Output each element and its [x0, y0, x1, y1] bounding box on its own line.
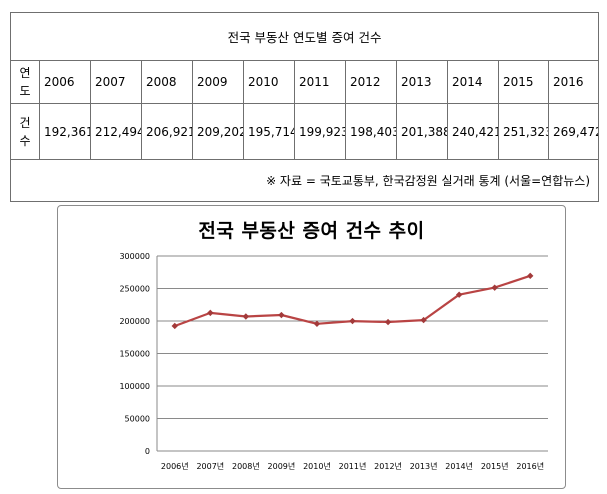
count-cell: 195,714	[243, 103, 295, 160]
y-tick-label: 150000	[119, 350, 150, 359]
x-tick-label: 2006년	[161, 461, 189, 471]
data-point	[527, 272, 534, 280]
data-point	[278, 311, 285, 319]
y-tick-label: 300000	[119, 252, 150, 261]
y-tick-label: 200000	[119, 317, 150, 326]
count-cell: 240,421	[447, 103, 499, 160]
data-point	[313, 320, 321, 327]
year-cell: 2014	[447, 60, 499, 104]
data-point	[455, 291, 463, 298]
x-tick-label: 2015년	[481, 461, 509, 471]
count-cell: 251,323	[498, 103, 549, 160]
source-note: ※ 자료 = 국토교통부, 한국감정원 실거래 통계 (서울=연합뉴스)	[9, 159, 600, 202]
year-cell: 2011	[294, 60, 346, 104]
year-row-header: 연 도	[10, 60, 40, 104]
data-point	[242, 313, 250, 320]
chart-container: 전국 부동산 증여 건수 추이 0 50000 100000 150000 200000…	[57, 205, 566, 489]
count-row-header: 건 수	[10, 103, 40, 160]
year-header-char: 도	[19, 84, 31, 98]
x-tick-label: 2014년	[445, 461, 473, 471]
year-cell: 2009	[192, 60, 244, 104]
count-cell: 199,923	[294, 103, 346, 160]
year-cell: 2015	[498, 60, 549, 104]
table-title: 전국 부동산 연도별 증여 건수	[9, 12, 600, 61]
x-tick-label: 2010년	[303, 461, 331, 471]
count-cell: 198,403	[345, 103, 397, 160]
data-table: 전국 부동산 연도별 증여 건수 연 도 2006 2007 2008 2009 201…	[9, 12, 600, 202]
count-header-char: 수	[19, 133, 31, 148]
year-cell: 2006	[39, 60, 91, 104]
x-tick-label: 2012년	[374, 461, 402, 471]
year-header-char: 연	[19, 66, 31, 80]
x-tick-label: 2007년	[196, 461, 224, 471]
data-point	[207, 309, 214, 317]
y-tick-label: 0	[145, 447, 150, 456]
year-cell: 2012	[345, 60, 397, 104]
x-tick-label: 2016년	[516, 461, 544, 471]
year-cell: 2007	[90, 60, 142, 104]
data-point	[349, 317, 356, 325]
y-tick-label: 250000	[119, 285, 150, 294]
x-tick-label: 2013년	[410, 461, 438, 471]
year-cell: 2013	[396, 60, 448, 104]
year-cell: 2010	[243, 60, 295, 104]
x-tick-label: 2011년	[339, 461, 367, 471]
count-cell: 192,361	[39, 103, 91, 160]
count-cell: 209,202	[192, 103, 244, 160]
count-cell: 269,472	[547, 103, 600, 160]
year-cell: 2008	[141, 60, 193, 104]
data-point	[171, 322, 178, 330]
chart-title: 전국 부동산 증여 건수 추이	[198, 220, 425, 242]
count-header-char: 건	[19, 115, 31, 130]
x-tick-label: 2008년	[232, 461, 260, 471]
year-cell: 2016	[547, 60, 600, 104]
data-point	[491, 284, 498, 291]
x-tick-label: 2009년	[268, 461, 296, 471]
data-point	[384, 318, 392, 326]
line-chart: 0 50000 100000 150000 200000 250000 300000 2006…	[119, 252, 548, 471]
y-tick-label: 50000	[125, 415, 150, 424]
count-cell: 201,388	[396, 103, 448, 160]
count-cell: 206,921	[141, 103, 193, 160]
y-tick-label: 100000	[119, 382, 150, 391]
count-cell: 212,494	[90, 103, 142, 160]
data-point	[420, 316, 427, 324]
